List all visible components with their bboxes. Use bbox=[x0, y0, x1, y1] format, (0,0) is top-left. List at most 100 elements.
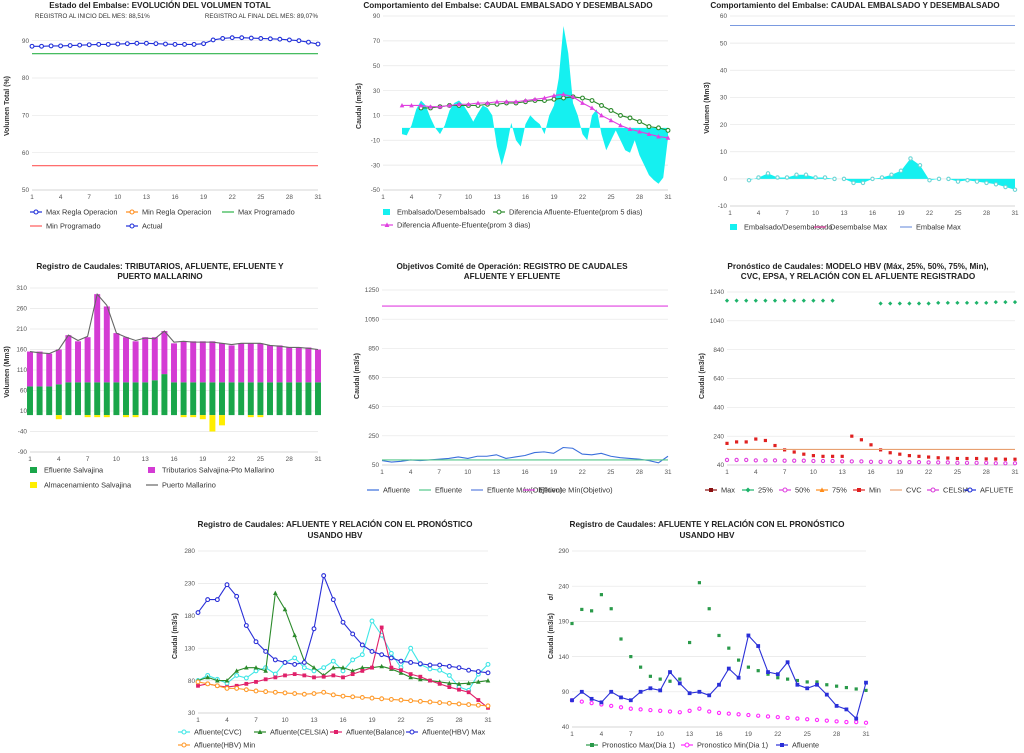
x-tick-label: 16 bbox=[522, 194, 530, 201]
y-axis-label: Caudal (m3/s) bbox=[354, 353, 361, 399]
data-point bbox=[551, 96, 557, 102]
bar bbox=[257, 382, 264, 416]
x-tick-label: 28 bbox=[636, 194, 644, 201]
x-tick-label: 22 bbox=[397, 717, 405, 724]
legend-swatch bbox=[730, 224, 737, 230]
plot-area: -50 -30 -10 10 30 50 70 90 1 4 7 10 13 16 19 22 25 28 31 Em… bbox=[371, 13, 672, 229]
data-point bbox=[744, 457, 749, 463]
data-point bbox=[864, 680, 868, 685]
data-point bbox=[418, 676, 423, 682]
note-inicio: REGISTRO AL INICIO DEL MES: 88,51% bbox=[35, 13, 150, 20]
y-axis-label: Volumen Total (%) bbox=[4, 76, 11, 136]
data-point bbox=[746, 712, 751, 718]
y-tick-label: 30 bbox=[188, 710, 196, 717]
bar bbox=[55, 384, 62, 416]
x-tick-label: 13 bbox=[310, 717, 318, 724]
note-final: REGISTRO AL FINAL DEL MES: 89,07% bbox=[205, 13, 319, 20]
data-point bbox=[224, 685, 230, 691]
bar bbox=[228, 345, 235, 383]
x-tick-label: 1 bbox=[381, 194, 385, 201]
data-point bbox=[570, 94, 576, 99]
chart-title: Estado del Embalse: EVOLUCIÓN DEL VOLUME… bbox=[49, 0, 271, 10]
data-point bbox=[936, 456, 940, 460]
legend-icon bbox=[705, 488, 717, 492]
data-point bbox=[668, 679, 672, 683]
legend-label: Efluente Salvajina bbox=[44, 466, 104, 475]
data-point bbox=[792, 458, 797, 463]
data-point bbox=[244, 665, 249, 670]
data-point bbox=[282, 690, 288, 696]
data-point bbox=[734, 457, 739, 463]
data-point bbox=[311, 665, 317, 670]
bar bbox=[199, 415, 206, 420]
bar bbox=[190, 382, 197, 416]
data-point bbox=[570, 621, 574, 626]
data-point bbox=[447, 102, 452, 108]
data-point bbox=[360, 665, 365, 670]
data-point bbox=[494, 99, 500, 104]
y-tick-label: 260 bbox=[16, 306, 27, 313]
legend-marker bbox=[33, 209, 39, 215]
data-point bbox=[824, 692, 829, 697]
y-axis-label: Volumen (Mm3) bbox=[704, 82, 711, 134]
y-tick-label: 160 bbox=[16, 347, 27, 354]
data-point bbox=[916, 301, 922, 306]
y-tick-label: 30 bbox=[373, 88, 381, 95]
x-tick-label: 13 bbox=[840, 210, 848, 217]
bar bbox=[84, 382, 91, 416]
data-point bbox=[888, 451, 892, 455]
data-point bbox=[504, 99, 509, 104]
data-point bbox=[253, 668, 259, 674]
data-point bbox=[205, 681, 211, 687]
y-tick-label: -90 bbox=[18, 449, 28, 456]
x-tick-label: 28 bbox=[455, 717, 463, 724]
data-point bbox=[214, 597, 220, 603]
x-tick-label: 31 bbox=[484, 717, 492, 724]
bar bbox=[75, 382, 81, 416]
data-point bbox=[388, 650, 394, 656]
data-point bbox=[201, 41, 207, 47]
data-point bbox=[589, 696, 594, 701]
x-tick-label: 22 bbox=[925, 469, 933, 476]
y-tick-label: 310 bbox=[16, 285, 27, 292]
y-tick-label: 1040 bbox=[710, 318, 725, 325]
data-point bbox=[466, 702, 472, 708]
bar bbox=[151, 337, 158, 381]
chart-title-line2: CVC, EPSA, Y RELACIÓN CON EL AFLUENTE RE… bbox=[741, 270, 976, 281]
y-tick-label: 50 bbox=[372, 462, 380, 469]
x-tick-label: 7 bbox=[783, 469, 787, 476]
x-tick-label: 7 bbox=[254, 717, 258, 724]
bar bbox=[132, 341, 139, 383]
data-point bbox=[475, 669, 481, 674]
y-tick-label: 250 bbox=[368, 433, 379, 440]
x-tick-label: 7 bbox=[438, 194, 442, 201]
legend-icon bbox=[730, 224, 737, 230]
x-tick-label: 28 bbox=[636, 469, 644, 476]
data-point bbox=[485, 661, 491, 667]
legend-label: CVC bbox=[906, 486, 922, 495]
data-point bbox=[964, 460, 970, 465]
bar bbox=[238, 382, 245, 416]
data-point bbox=[965, 456, 969, 461]
data-point bbox=[824, 718, 829, 723]
legend-label: Pronostico Min(Dia 1) bbox=[697, 741, 768, 750]
data-point bbox=[315, 41, 321, 47]
data-point bbox=[417, 698, 423, 704]
data-point bbox=[48, 43, 54, 49]
x-tick-label: 16 bbox=[339, 717, 347, 724]
data-point bbox=[916, 459, 922, 465]
y-tick-label: 240 bbox=[558, 583, 569, 590]
data-point bbox=[580, 607, 584, 612]
bar bbox=[286, 382, 293, 416]
x-tick-label: 1 bbox=[728, 210, 732, 217]
data-point bbox=[945, 300, 950, 305]
y-tick-label: -40 bbox=[18, 429, 28, 436]
data-point bbox=[907, 301, 912, 306]
data-point bbox=[726, 711, 731, 716]
x-tick-label: 10 bbox=[464, 469, 472, 476]
data-point bbox=[1012, 187, 1018, 192]
data-point bbox=[282, 606, 288, 612]
data-point bbox=[832, 176, 837, 182]
data-point bbox=[485, 670, 491, 676]
y-tick-label: 50 bbox=[720, 40, 728, 47]
